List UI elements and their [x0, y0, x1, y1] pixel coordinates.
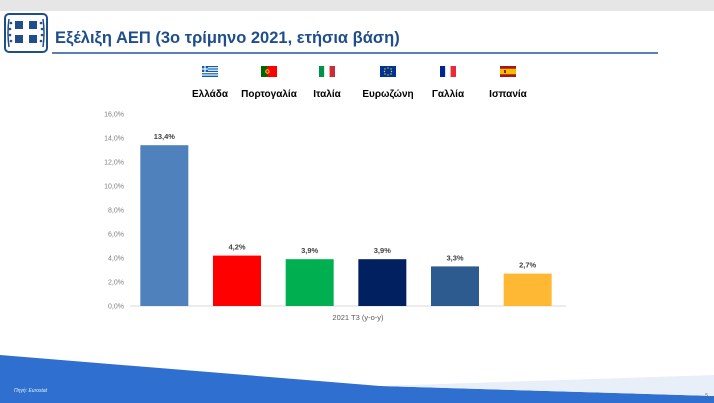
- bar: [213, 255, 261, 306]
- legend-item-portugal: Πορτογαλία: [224, 66, 314, 100]
- eu-flag-icon: [380, 66, 396, 77]
- y-tick-label: 0,0%: [108, 304, 124, 311]
- legend-item-greece: Ελλάδα: [165, 66, 255, 100]
- italy-flag-icon: [319, 66, 335, 77]
- greece-flag-icon: [202, 66, 218, 77]
- legend-label: Ευρωζώνη: [362, 89, 414, 100]
- legend-label: Γαλλία: [431, 89, 465, 100]
- legend-label: Πορτογαλία: [241, 89, 297, 100]
- legend-item-eurozone: Ευρωζώνη: [343, 66, 433, 100]
- y-tick-label: 14,0%: [104, 136, 124, 143]
- source-note: Πηγή: Eurostat: [14, 388, 48, 394]
- page-title: Εξέλιξη ΑΕΠ (3ο τρίμηνο 2021, ετήσια βάσ…: [55, 29, 400, 47]
- top-bar: [0, 0, 714, 11]
- legend-item-italy: Ιταλία: [282, 66, 372, 100]
- data-label: 3,9%: [374, 246, 391, 255]
- data-label: 13,4%: [154, 132, 176, 141]
- y-tick-label: 2,0%: [108, 280, 124, 287]
- data-label: 3,9%: [301, 246, 318, 255]
- bar: [140, 145, 189, 306]
- legend-label: Ελλάδα: [191, 89, 229, 100]
- bar: [431, 266, 479, 306]
- bar: [285, 259, 334, 306]
- y-tick-label: 4,0%: [108, 256, 124, 263]
- government-emblem-icon: [4, 13, 48, 53]
- spain-flag-icon: [500, 66, 516, 77]
- legend-label: Ισπανία: [489, 89, 527, 100]
- portugal-flag-icon: [261, 66, 277, 77]
- data-label: 3,3%: [446, 253, 463, 262]
- bar: [358, 259, 407, 306]
- bar: [503, 273, 552, 306]
- y-tick-label: 6,0%: [108, 232, 124, 239]
- y-tick-label: 8,0%: [108, 208, 124, 215]
- title-underline: [52, 52, 658, 54]
- footer-band: [0, 355, 714, 403]
- legend-label: Ιταλία: [313, 89, 341, 100]
- y-tick-label: 12,0%: [104, 160, 124, 167]
- y-tick-label: 10,0%: [104, 184, 124, 191]
- data-label: 4,2%: [228, 243, 245, 252]
- france-flag-icon: [440, 66, 456, 77]
- legend-item-spain: Ισπανία: [463, 66, 553, 100]
- data-label: 2,7%: [519, 261, 536, 270]
- legend-item-france: Γαλλία: [403, 66, 493, 100]
- x-axis-label: 2021 Τ3 (y-o-y): [332, 313, 384, 322]
- page-number: 5: [705, 393, 708, 399]
- y-tick-label: 16,0%: [104, 112, 124, 119]
